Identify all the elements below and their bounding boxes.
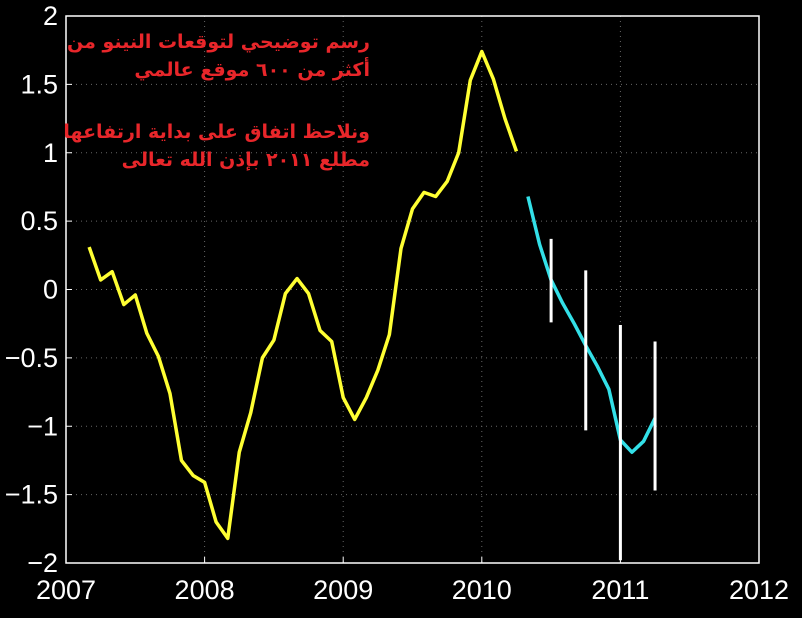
y-tick-label: 0 (43, 275, 58, 305)
y-tick-label: −1 (27, 411, 58, 441)
line-series (87, 49, 519, 541)
annotation-block: رسم توضيحي لتوقعات النينو من أكثر من ٦٠٠ … (63, 28, 370, 174)
x-tick-label: 2012 (729, 575, 789, 605)
x-tick-label: 2011 (591, 575, 649, 605)
x-tick-label: 2008 (175, 575, 235, 605)
annotation: مطلع ٢٠١١ بإذن الله تعالى (121, 149, 370, 171)
y-tick-label: 0.5 (20, 206, 58, 236)
y-tick-label: 2 (43, 1, 58, 31)
x-tick-label: 2009 (313, 575, 373, 605)
y-tick-label: −0.5 (5, 343, 58, 373)
annotation: ونلاحظ اتفاق على بداية ارتفاعها (63, 121, 370, 143)
y-tick-label: 1 (43, 138, 58, 168)
y-tick-label: 1.5 (20, 69, 58, 99)
annotation: رسم توضيحي لتوقعات النينو من (67, 31, 370, 53)
y-tick-label: −1.5 (5, 480, 58, 510)
line-series (526, 196, 657, 454)
annotation: أكثر من ٦٠٠ موقع عالمي (134, 59, 370, 81)
y-tick-label: −2 (27, 548, 58, 578)
x-tick-label: 2010 (452, 575, 512, 605)
plot-frame (65, 15, 760, 564)
x-tick-label: 2007 (36, 575, 96, 605)
